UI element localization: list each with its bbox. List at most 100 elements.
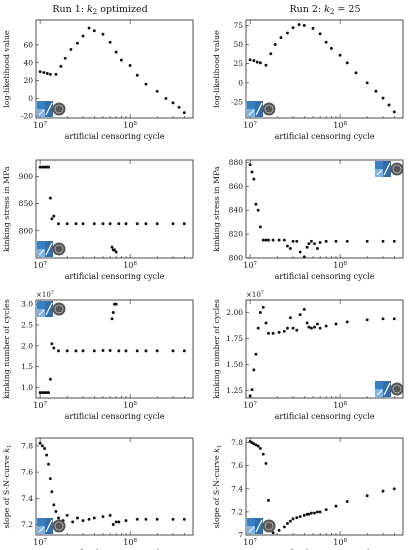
x-tick-label: 107 bbox=[33, 401, 47, 410]
data-point bbox=[307, 242, 311, 246]
x-tick-label: 107 bbox=[33, 538, 47, 547]
data-point bbox=[57, 349, 60, 353]
data-point bbox=[171, 222, 175, 226]
data-point bbox=[108, 349, 112, 352]
plot-frame bbox=[245, 159, 404, 259]
data-point bbox=[113, 248, 116, 252]
data-point bbox=[277, 528, 281, 532]
y-tick-label: 40 bbox=[23, 58, 33, 67]
data-point bbox=[295, 328, 299, 332]
data-point bbox=[114, 520, 118, 524]
x-tick-label: 107 bbox=[243, 121, 257, 130]
data-point bbox=[392, 239, 396, 243]
panel-run2-cycles: 107 108 artificial censoring cycle 1.25 1.50… bbox=[212, 290, 404, 421]
data-point bbox=[114, 302, 118, 306]
y-tick-label: 880 bbox=[229, 158, 244, 167]
y-axis-label: log-likelihood value bbox=[212, 30, 221, 108]
institution-logo bbox=[247, 101, 276, 117]
data-point bbox=[315, 246, 319, 250]
data-point bbox=[318, 326, 322, 330]
data-point bbox=[365, 81, 369, 85]
data-point bbox=[171, 101, 175, 105]
y-tick-label: 2.5 bbox=[21, 321, 33, 330]
data-point bbox=[182, 222, 186, 226]
data-point bbox=[171, 349, 175, 353]
data-point bbox=[124, 222, 128, 226]
data-point bbox=[101, 349, 105, 352]
data-point bbox=[128, 63, 132, 67]
data-point bbox=[302, 513, 306, 517]
y-axis-exponent: ×107 bbox=[36, 290, 54, 299]
data-point bbox=[286, 244, 289, 248]
y-axis-label: kinking number of cycles bbox=[2, 299, 11, 399]
data-point bbox=[40, 165, 44, 169]
data-point bbox=[277, 330, 281, 334]
data-point bbox=[286, 326, 289, 330]
data-point bbox=[45, 453, 49, 457]
plot-frame bbox=[245, 437, 404, 536]
data-point bbox=[271, 531, 275, 535]
institution-logo bbox=[375, 381, 404, 397]
y-tick-label: 60 bbox=[23, 40, 33, 49]
data-point bbox=[50, 217, 54, 221]
data-point bbox=[74, 222, 78, 226]
y-tick-label: 1.25 bbox=[226, 386, 243, 395]
data-point bbox=[392, 317, 396, 321]
data-point bbox=[47, 165, 50, 169]
x-tick-label: 107 bbox=[243, 401, 257, 410]
data-point bbox=[182, 111, 186, 115]
plot-frame bbox=[35, 299, 194, 399]
data-point bbox=[354, 71, 358, 75]
x-tick-label: 107 bbox=[243, 538, 257, 547]
data-point bbox=[248, 163, 252, 167]
x-tick-label: 108 bbox=[333, 538, 347, 547]
data-point bbox=[264, 461, 268, 465]
y-tick-label: 7.8 bbox=[21, 441, 33, 450]
x-axis-label: artificial censoring cycle bbox=[65, 272, 165, 281]
data-point bbox=[52, 503, 56, 507]
data-point bbox=[42, 71, 46, 75]
data-point bbox=[250, 170, 254, 174]
institution-logo bbox=[375, 161, 404, 177]
plot-frame bbox=[35, 437, 194, 536]
data-point bbox=[108, 40, 112, 44]
data-point bbox=[81, 349, 85, 353]
data-point bbox=[101, 222, 105, 226]
data-point bbox=[307, 325, 311, 329]
x-tick-label: 107 bbox=[33, 121, 47, 130]
x-tick-label: 108 bbox=[333, 261, 347, 270]
data-point bbox=[311, 26, 315, 30]
data-point bbox=[65, 222, 69, 226]
data-point bbox=[258, 311, 262, 314]
data-point bbox=[52, 346, 56, 350]
data-point bbox=[338, 53, 342, 57]
data-point bbox=[381, 96, 385, 100]
data-point bbox=[318, 241, 322, 244]
plot-frame bbox=[245, 299, 404, 399]
data-point bbox=[267, 238, 270, 242]
data-point bbox=[298, 313, 302, 317]
y-tick-label: 75 bbox=[233, 21, 243, 30]
data-point bbox=[381, 317, 385, 321]
data-point bbox=[318, 510, 322, 514]
column-title-run1: Run 1: k2 optimized bbox=[52, 4, 147, 16]
y-tick-label: 900 bbox=[19, 172, 34, 181]
data-point bbox=[334, 322, 338, 326]
data-point bbox=[45, 72, 49, 75]
data-point bbox=[117, 520, 121, 524]
data-point bbox=[87, 517, 91, 521]
data-point bbox=[324, 324, 328, 328]
data-point bbox=[252, 368, 256, 372]
data-point bbox=[291, 517, 295, 521]
y-tick-label: 20 bbox=[23, 76, 33, 85]
data-point bbox=[256, 208, 260, 212]
y-axis-label: kinking stress in MPa bbox=[2, 166, 11, 252]
data-point bbox=[288, 519, 292, 523]
x-axis-label: artificial censoring cycle bbox=[275, 132, 375, 141]
data-point bbox=[261, 305, 265, 309]
data-point bbox=[305, 245, 309, 249]
data-point bbox=[63, 56, 67, 60]
data-point bbox=[76, 516, 79, 520]
panel-run2-loglik: 107 108 artificial censoring cycle -25 0 25 50… bbox=[212, 19, 404, 141]
